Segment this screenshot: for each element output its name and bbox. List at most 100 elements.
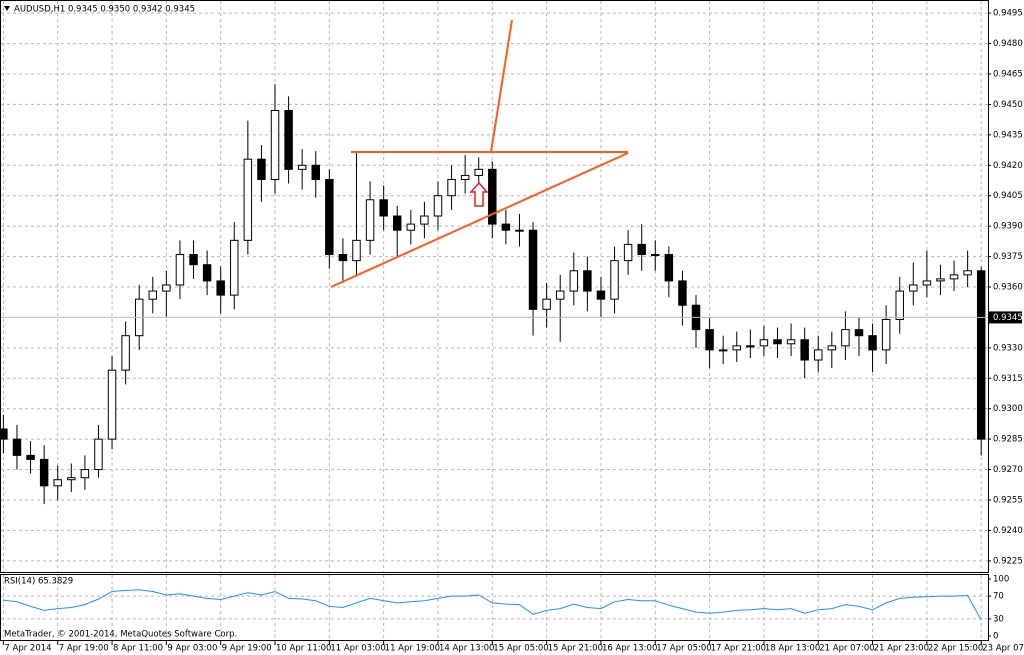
candle-body <box>107 369 117 440</box>
candle-body <box>814 349 823 361</box>
candle-body <box>393 215 402 231</box>
candle-body <box>515 229 524 232</box>
candle-body <box>678 280 687 306</box>
candle-body <box>0 428 8 440</box>
candle-body <box>325 178 334 256</box>
candle-body <box>664 254 674 282</box>
projection-line <box>490 19 513 153</box>
candle-body <box>623 243 633 262</box>
x-tick-label: 18 Apr 13:00 <box>765 644 820 654</box>
candle-body <box>542 298 551 310</box>
candle-body <box>230 239 239 296</box>
candle-body <box>637 243 646 256</box>
candle-body <box>800 339 809 361</box>
candle-body <box>583 270 592 292</box>
candle-body <box>162 284 171 292</box>
x-tick-label: 15 Apr 05:00 <box>493 644 548 654</box>
candle-body <box>189 254 198 266</box>
y-tick-label: 0.9330 <box>993 343 1023 353</box>
candle-body <box>447 178 456 197</box>
candle-body <box>311 164 320 180</box>
y-tick-label: 0.9360 <box>993 283 1023 293</box>
last-price-box <box>989 311 1022 324</box>
menu-icon <box>4 6 10 11</box>
candle-body <box>39 458 49 487</box>
y-tick-label: 0.9465 <box>993 70 1023 80</box>
candle-body <box>379 199 388 217</box>
y-tick-label: 0.9435 <box>993 130 1023 140</box>
candle-body <box>732 345 741 351</box>
candle-body <box>67 477 76 481</box>
y-tick-label: 0.9300 <box>993 404 1023 414</box>
candle-body <box>338 254 348 262</box>
y-tick-label: 100 <box>993 575 1009 585</box>
candle-body <box>216 280 225 296</box>
candle-body <box>854 329 864 337</box>
x-tick-label: 11 Apr 19:00 <box>385 644 440 654</box>
candle-body <box>705 329 714 351</box>
y-tick-label: 0.9405 <box>993 191 1023 201</box>
x-tick-label: 7 Apr 2014 <box>4 644 51 654</box>
y-tick-label: 0.9240 <box>993 526 1023 536</box>
candle-body <box>841 329 850 347</box>
x-tick-label: 17 Apr 21:00 <box>711 644 766 654</box>
y-tick-label: 0.9375 <box>993 252 1023 262</box>
y-tick-label: 70 <box>993 592 1004 602</box>
y-tick-label: 0.9270 <box>993 465 1023 475</box>
candle-body <box>555 290 565 300</box>
candle-body <box>746 345 755 348</box>
candle-body <box>528 229 538 310</box>
candles <box>0 84 986 505</box>
y-tick-label: 0.9495 <box>993 9 1023 19</box>
x-tick-label: 21 Apr 23:00 <box>874 644 929 654</box>
x-tick-label: 23 Apr 07:00 <box>982 644 1024 654</box>
candle-body <box>488 168 497 225</box>
candle-body <box>420 215 429 225</box>
y-tick-label: 0.9420 <box>993 161 1023 171</box>
candle-body <box>297 164 307 170</box>
candle-body <box>922 280 932 286</box>
x-tick-label: 22 Apr 15:00 <box>928 644 983 654</box>
candle-body <box>596 290 606 300</box>
candle-body <box>786 339 796 345</box>
y-tick-label: 0.9480 <box>993 39 1023 49</box>
candle-body <box>949 274 959 280</box>
x-tick-label: 8 Apr 11:00 <box>113 644 163 654</box>
candle-body <box>963 270 972 276</box>
candle-body <box>976 270 986 440</box>
candle-body <box>773 339 782 345</box>
x-tick-label: 10 Apr 11:00 <box>276 644 331 654</box>
y-tick-label: 0.9390 <box>993 222 1023 232</box>
candle-body <box>868 335 877 351</box>
y-tick-label: 30 <box>993 614 1004 624</box>
candle-body <box>895 290 904 320</box>
up-arrow <box>469 181 489 207</box>
candle-body <box>827 345 837 351</box>
candle-body <box>651 254 660 257</box>
candle-body <box>26 454 35 460</box>
y-tick-label: 0.9285 <box>993 435 1023 445</box>
candle-body <box>80 469 90 479</box>
x-tick-label: 14 Apr 13:00 <box>439 644 494 654</box>
footer: MetaTrader, © 2001-2014, MetaQuotes Soft… <box>4 630 237 640</box>
x-tick-label: 7 Apr 19:00 <box>59 644 109 654</box>
candle-body <box>501 223 511 231</box>
y-tick-label: 0.9315 <box>993 374 1023 384</box>
candle-body <box>270 110 280 180</box>
rsi-line <box>3 589 982 621</box>
candle-body <box>610 260 619 300</box>
candle-body <box>460 174 470 180</box>
candle-body <box>936 278 945 282</box>
candle-body <box>148 290 158 300</box>
candle-body <box>406 223 416 231</box>
candle-body <box>121 335 130 371</box>
trendlines <box>330 19 629 288</box>
candle-body <box>202 264 212 282</box>
candle-body <box>257 158 266 180</box>
last-price-label: 0.9345 <box>993 313 1023 323</box>
candle-body <box>718 349 728 352</box>
x-tick-label: 9 Apr 19:00 <box>222 644 272 654</box>
candle-body <box>909 284 918 292</box>
x-tick-label: 17 Apr 05:00 <box>656 644 711 654</box>
